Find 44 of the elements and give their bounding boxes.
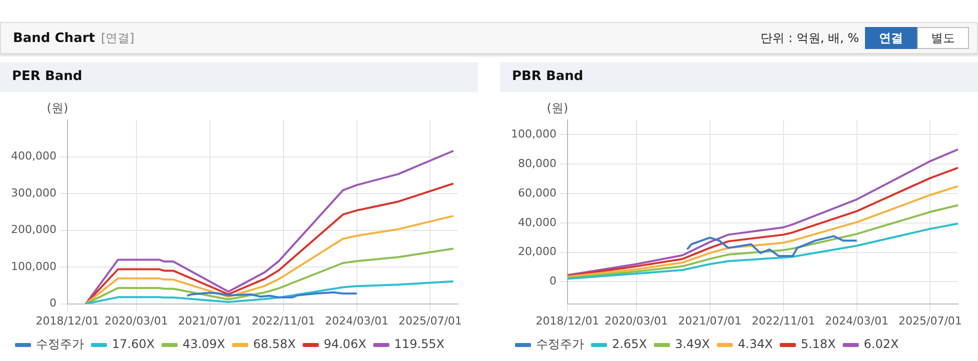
y-tick-label: 60,000 xyxy=(518,186,556,200)
text: 단위 : 억원, 배, % xyxy=(760,30,859,46)
x-tick-label: 2021/07/01 xyxy=(678,314,742,328)
y-tick-label: 100,000 xyxy=(510,128,556,141)
legend-label: 4.34X xyxy=(738,337,773,352)
legend-label: 3.49X xyxy=(674,337,710,352)
chart-title: PBR Band xyxy=(500,62,978,92)
x-tick-label: 2022/11/01 xyxy=(252,314,316,328)
text: 별도 xyxy=(917,27,969,49)
y-tick-label: 400,000 xyxy=(10,150,56,163)
y-tick-label: 80,000 xyxy=(518,156,556,170)
x-tick-label: 2020/03/01 xyxy=(604,314,668,328)
y-tick-label: 0 xyxy=(49,296,56,310)
legend-label: 94.06X xyxy=(324,337,366,352)
y-tick-label: 200,000 xyxy=(10,223,56,236)
legend-label: 43.09X xyxy=(182,337,226,352)
x-tick-label: 2018/12/01 xyxy=(36,314,100,328)
x-tick-label: 2018/12/01 xyxy=(536,314,600,328)
text: Band Chart xyxy=(13,31,95,46)
x-tick-label: 2024/03/01 xyxy=(825,314,888,328)
y-tick-label: 0 xyxy=(549,274,556,288)
legend-label: 68.58X xyxy=(253,337,296,352)
legend-label: 119.55X xyxy=(394,337,445,352)
chart-title: PER Band xyxy=(0,62,478,92)
legend-label: 17.60X xyxy=(112,337,155,352)
legend-label: 6.02X xyxy=(864,337,899,352)
x-tick-label: 2022/11/01 xyxy=(752,314,816,328)
x-tick-label: 2025/07/01 xyxy=(898,314,962,328)
legend-label: 2.65X xyxy=(612,337,647,352)
y-tick-label: 40,000 xyxy=(518,216,556,229)
x-tick-label: 2025/07/01 xyxy=(398,314,462,328)
x-tick-label: 2021/07/01 xyxy=(178,314,242,328)
y-tick-label: 100,000 xyxy=(10,260,56,273)
y-tick-label: 20,000 xyxy=(518,245,556,258)
legend-label: 수정주가 xyxy=(36,337,84,352)
y-tick-label: 300,000 xyxy=(10,186,56,200)
text: [연결] xyxy=(100,31,134,45)
x-tick-label: 2024/03/01 xyxy=(325,314,388,328)
text: 연결 xyxy=(865,27,917,49)
y-axis-title: (원) xyxy=(546,101,568,116)
legend-label: 수정주가 xyxy=(536,337,584,352)
legend-label: 5.18X xyxy=(800,337,836,352)
y-axis-title: (원) xyxy=(46,101,68,116)
x-tick-label: 2020/03/01 xyxy=(104,314,168,328)
